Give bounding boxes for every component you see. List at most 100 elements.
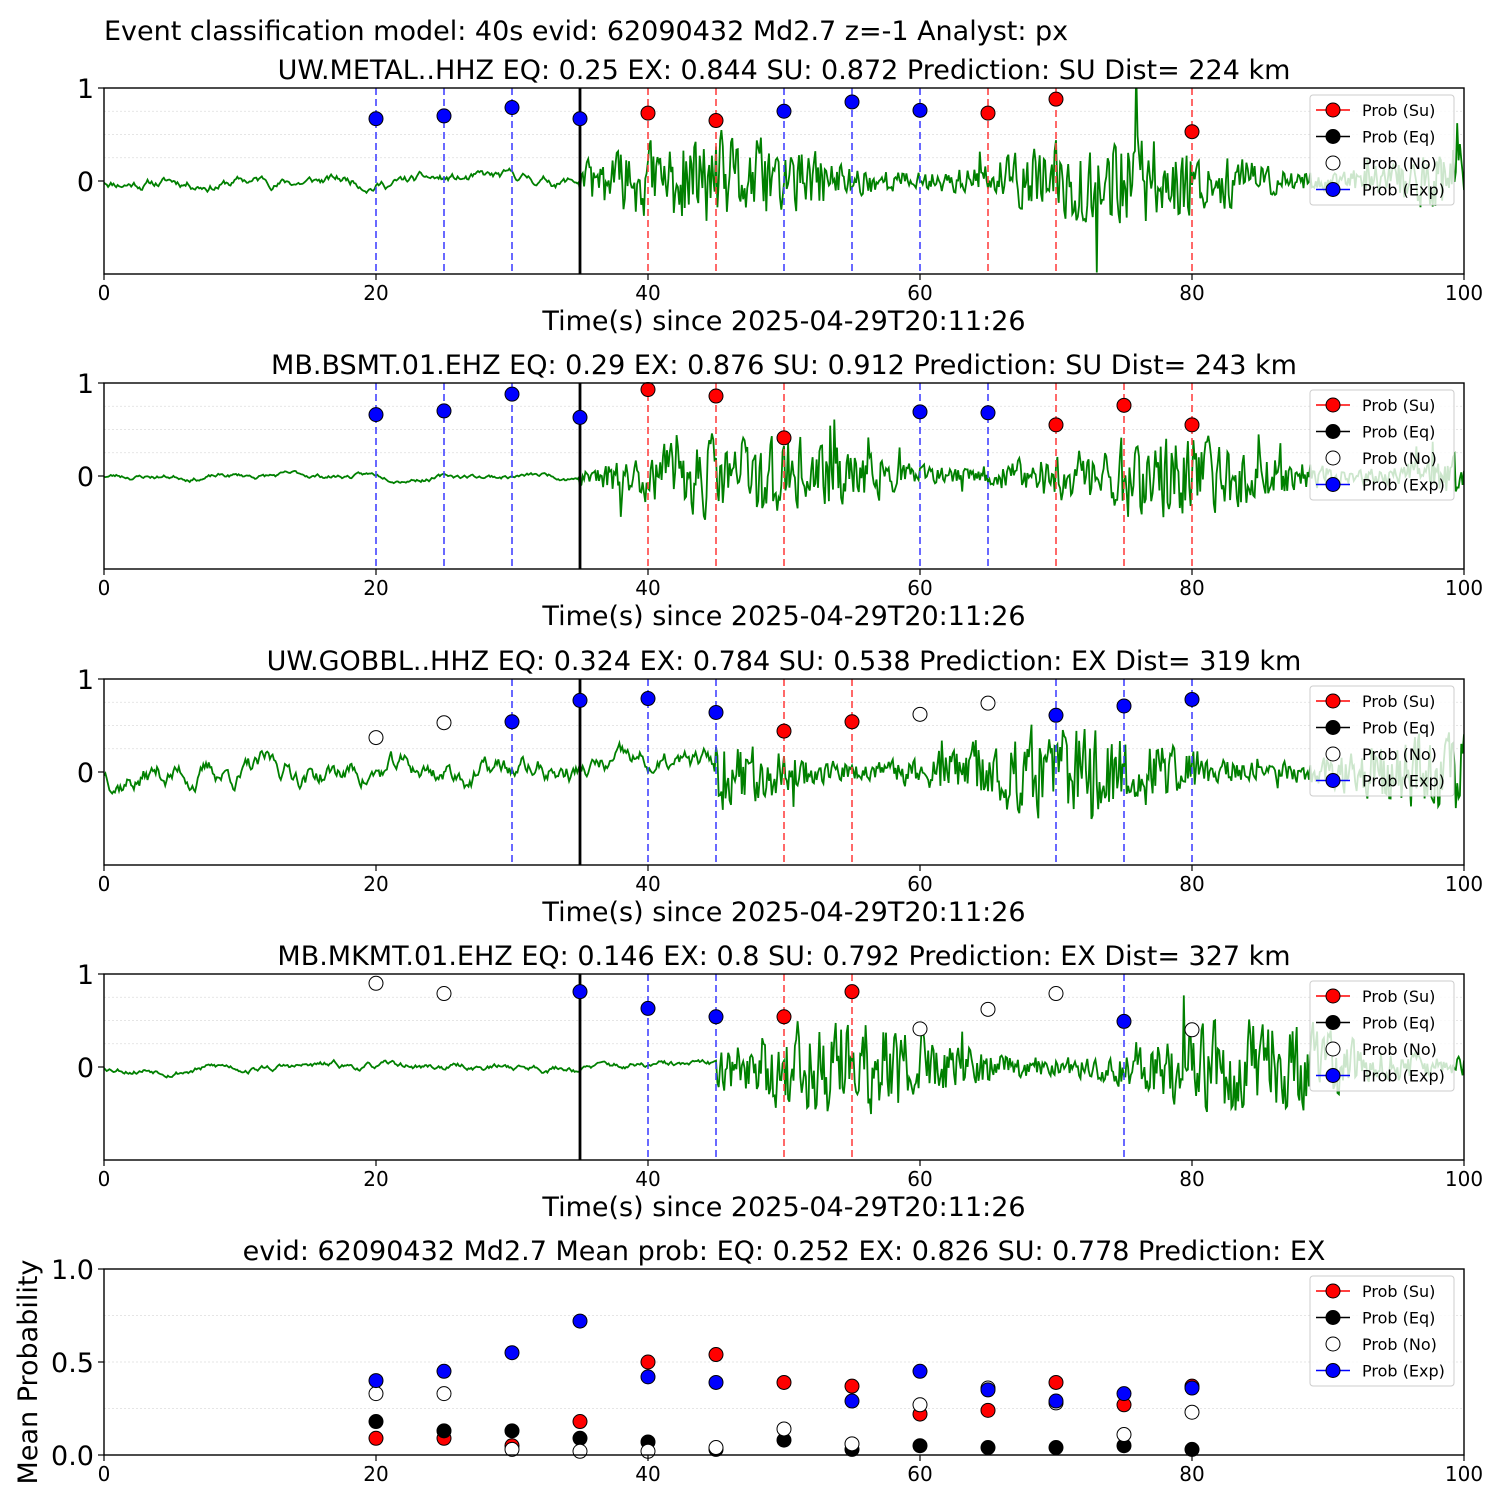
panel-4-legend-label-3: Prob (No) bbox=[1362, 1040, 1437, 1059]
panel-5-exp-point-2 bbox=[436, 1363, 452, 1379]
panel-5-no-point-13 bbox=[1184, 1404, 1200, 1420]
panel-2-legend-label-4: Prob (Exp) bbox=[1362, 476, 1445, 495]
panel-5-exp-point-6 bbox=[708, 1374, 724, 1390]
panel-5-exp-point-4 bbox=[572, 1313, 588, 1329]
panel-4-legend-label-2: Prob (Eq) bbox=[1362, 1014, 1435, 1033]
panel-3-legend-marker-1 bbox=[1325, 693, 1341, 709]
panel-4-legend-label-1: Prob (Su) bbox=[1362, 987, 1435, 1006]
panel-5-xtick-label-2: 20 bbox=[363, 1462, 388, 1486]
panel-1-legend-marker-3 bbox=[1325, 155, 1341, 171]
panel-1: UW.METAL..HHZ EQ: 0.25 EX: 0.844 SU: 0.8… bbox=[77, 55, 1483, 337]
panel-5-xtick-label-1: 0 bbox=[98, 1462, 111, 1486]
panel-4-point-9 bbox=[980, 1001, 996, 1017]
panel-3-xtick-label-6: 100 bbox=[1445, 872, 1483, 896]
panel-2-legend-label-2: Prob (Eq) bbox=[1362, 423, 1435, 442]
panel-5-su-point-6 bbox=[708, 1347, 724, 1363]
panel-3-point-2 bbox=[436, 715, 452, 731]
panel-3-legend-label-3: Prob (No) bbox=[1362, 745, 1437, 764]
panel-5-legend-marker-3 bbox=[1325, 1336, 1341, 1352]
panel-5-exp-point-13 bbox=[1184, 1380, 1200, 1396]
panel-2-point-7 bbox=[776, 430, 792, 446]
panel-3-legend-marker-2 bbox=[1325, 720, 1341, 735]
panel-2-xtick-label-3: 40 bbox=[635, 576, 660, 600]
panel-3-xtick-label-1: 0 bbox=[98, 872, 111, 896]
panel-4-legend-marker-3 bbox=[1325, 1041, 1341, 1057]
panel-2-point-8 bbox=[912, 404, 928, 420]
panel-5-no-point-4 bbox=[572, 1443, 588, 1459]
panel-5-su-point-11 bbox=[1048, 1374, 1064, 1390]
panel-3-ytick-label-1: 1 bbox=[77, 665, 94, 696]
panel-1-legend-label-2: Prob (Eq) bbox=[1362, 128, 1435, 147]
panel-4-title: MB.MKMT.01.EHZ EQ: 0.146 EX: 0.8 SU: 0.7… bbox=[277, 941, 1290, 972]
panel-3-legend-label-1: Prob (Su) bbox=[1362, 692, 1435, 711]
panel-5-su-point-8 bbox=[844, 1378, 860, 1394]
panel-1-xtick-label-1: 0 bbox=[98, 281, 111, 305]
panel-2-xlabel: Time(s) since 2025-04-29T20:11:26 bbox=[541, 601, 1025, 632]
panel-4-xtick-label-1: 0 bbox=[98, 1167, 111, 1191]
panel-1-ytick-label-2: 0 bbox=[77, 167, 94, 198]
panel-1-xtick-label-4: 60 bbox=[907, 281, 932, 305]
panel-2-waveform bbox=[104, 419, 1464, 520]
panel-1-point-5 bbox=[640, 105, 656, 121]
panel-3-point-12 bbox=[1116, 698, 1132, 714]
panel-1-legend-label-3: Prob (No) bbox=[1362, 154, 1437, 173]
panel-1-legend-marker-2 bbox=[1325, 129, 1341, 144]
panel-3-title: UW.GOBBL..HHZ EQ: 0.324 EX: 0.784 SU: 0.… bbox=[267, 646, 1302, 677]
panel-4-legend-marker-1 bbox=[1325, 988, 1341, 1004]
panel-2-point-1 bbox=[368, 407, 384, 423]
panel-1-point-12 bbox=[1184, 124, 1200, 140]
panel-3-point-6 bbox=[708, 704, 724, 720]
panel-1-point-4 bbox=[572, 111, 588, 127]
panel-5-no-point-1 bbox=[368, 1386, 384, 1402]
panel-3-point-7 bbox=[776, 723, 792, 739]
panel-2-point-9 bbox=[980, 405, 996, 421]
panel-3-xlabel: Time(s) since 2025-04-29T20:11:26 bbox=[541, 897, 1025, 928]
panel-5-exp-point-3 bbox=[504, 1345, 520, 1361]
panel-5-ytick-label-2: 0.5 bbox=[51, 1348, 94, 1379]
panel-1-point-8 bbox=[844, 94, 860, 110]
panel-5-legend-label-2: Prob (Eq) bbox=[1362, 1309, 1435, 1328]
panel-3-xtick-label-4: 60 bbox=[907, 872, 932, 896]
panel-2-point-11 bbox=[1116, 397, 1132, 413]
panel-2-legend: Prob (Su) Prob (Eq) Prob (No) Prob (Exp) bbox=[1309, 389, 1455, 501]
panel-1-legend: Prob (Su) Prob (Eq) Prob (No) Prob (Exp) bbox=[1309, 94, 1455, 206]
panel-5-ytick-label-3: 1.0 bbox=[51, 1255, 94, 1286]
panel-1-point-3 bbox=[504, 100, 520, 116]
panel-4-point-3 bbox=[572, 984, 588, 1000]
panel-4-point-5 bbox=[708, 1009, 724, 1025]
panel-5-xtick-label-6: 100 bbox=[1445, 1462, 1483, 1486]
panel-5-su-point-1 bbox=[368, 1430, 384, 1446]
panel-4-ytick-label-2: 0 bbox=[77, 1053, 94, 1084]
panel-5-xtick-label-4: 60 bbox=[907, 1462, 932, 1486]
panel-2-point-4 bbox=[572, 409, 588, 425]
panel-4-legend: Prob (Su) Prob (Eq) Prob (No) Prob (Exp) bbox=[1309, 980, 1455, 1092]
panel-5-legend: Prob (Su) Prob (Eq) Prob (No) Prob (Exp) bbox=[1309, 1275, 1455, 1387]
panel-5-ylabel: Mean Probability bbox=[13, 1260, 44, 1485]
panel-1-point-11 bbox=[1048, 91, 1064, 107]
panel-4-point-8 bbox=[912, 1021, 928, 1037]
panel-2-legend-label-1: Prob (Su) bbox=[1362, 396, 1435, 415]
panel-5-exp-point-1 bbox=[368, 1373, 384, 1389]
panel-5-title: evid: 62090432 Md2.7 Mean prob: EQ: 0.25… bbox=[243, 1236, 1326, 1267]
panel-4-legend-label-4: Prob (Exp) bbox=[1362, 1067, 1445, 1086]
panel-3-point-9 bbox=[912, 706, 928, 722]
panel-1-point-2 bbox=[436, 108, 452, 124]
panel-1-waveform bbox=[104, 88, 1464, 273]
panel-1-point-7 bbox=[776, 103, 792, 119]
panel-5-exp-point-12 bbox=[1116, 1386, 1132, 1402]
panel-1-legend-label-1: Prob (Su) bbox=[1362, 101, 1435, 120]
panel-5-su-point-5 bbox=[640, 1354, 656, 1370]
panel-1-xtick-label-2: 20 bbox=[363, 281, 388, 305]
panel-1-point-6 bbox=[708, 113, 724, 129]
panel-3-point-10 bbox=[980, 695, 996, 711]
panel-5-no-point-6 bbox=[708, 1440, 724, 1456]
panel-3-legend-marker-4 bbox=[1325, 773, 1341, 788]
panel-2-ytick-label-2: 0 bbox=[77, 462, 94, 493]
panel-2-legend-marker-3 bbox=[1325, 450, 1341, 466]
panel-3: UW.GOBBL..HHZ EQ: 0.324 EX: 0.784 SU: 0.… bbox=[77, 646, 1483, 928]
panel-3-point-1 bbox=[368, 730, 384, 746]
panel-3-point-13 bbox=[1184, 691, 1200, 707]
panel-2-legend-box bbox=[1309, 389, 1455, 501]
panel-3-legend-marker-3 bbox=[1325, 746, 1341, 762]
